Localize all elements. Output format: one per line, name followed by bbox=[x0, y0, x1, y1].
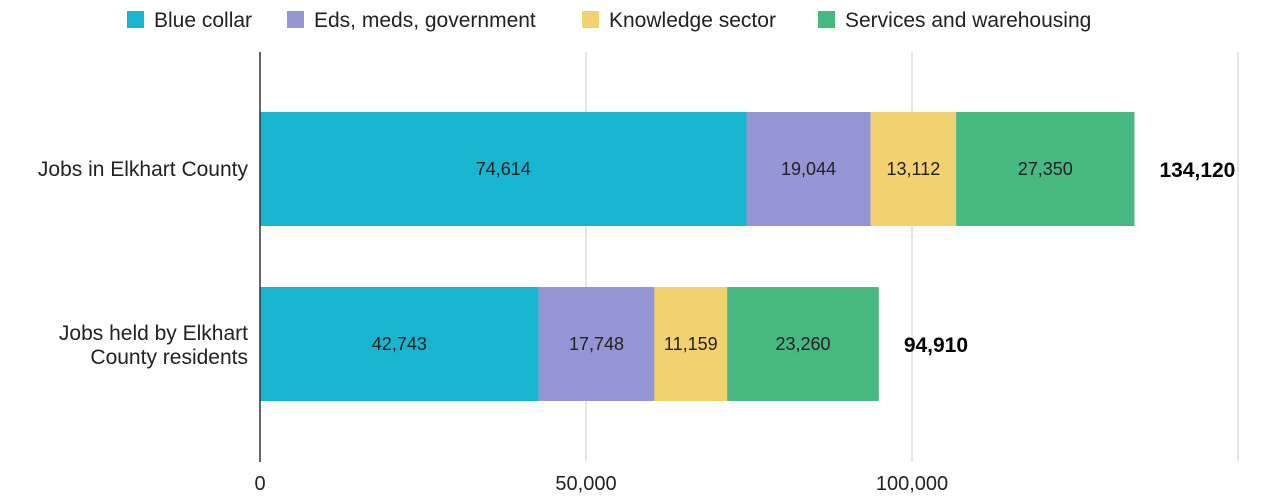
bar-segment bbox=[260, 112, 747, 226]
category-label: Jobs in Elkhart County bbox=[38, 158, 249, 181]
legend-label: Blue collar bbox=[154, 9, 252, 32]
segment-value-label: 13,112 bbox=[887, 159, 941, 179]
legend-swatch bbox=[818, 11, 835, 28]
category-label: Jobs held by Elkhart County residents bbox=[59, 322, 248, 369]
bar-segment bbox=[654, 287, 728, 401]
segment-value-label: 19,044 bbox=[781, 159, 836, 179]
legend-label: Knowledge sector bbox=[609, 9, 776, 32]
x-tick-label: 50,000 bbox=[555, 473, 616, 495]
segment-value-label: 27,350 bbox=[1018, 159, 1073, 179]
bar-segment bbox=[956, 112, 1135, 226]
legend-swatch bbox=[582, 11, 599, 28]
bar-segment bbox=[538, 287, 655, 401]
bar-total-label: 134,120 bbox=[1159, 159, 1235, 182]
bar-total-label: 94,910 bbox=[904, 334, 968, 357]
bars bbox=[260, 112, 1135, 401]
x-tick-label: 0 bbox=[254, 473, 265, 495]
segment-value-label: 17,748 bbox=[569, 334, 624, 354]
x-tick-label: 100,000 bbox=[876, 473, 948, 495]
segment-value-label: 23,260 bbox=[775, 334, 830, 354]
legend: Blue collar Eds, meds, government Knowledg… bbox=[127, 9, 1091, 32]
data-labels: 74,614 19,044 13,112 27,350 134,120 42,743 17,… bbox=[372, 159, 1236, 357]
segment-value-label: 11,159 bbox=[664, 334, 718, 354]
legend-swatch bbox=[127, 11, 144, 28]
segment-value-label: 74,614 bbox=[476, 159, 531, 179]
bar-segment bbox=[746, 112, 871, 226]
bar-segment bbox=[870, 112, 957, 226]
segment-value-label: 42,743 bbox=[372, 334, 427, 354]
bar-segment bbox=[727, 287, 879, 401]
legend-label: Services and warehousing bbox=[845, 9, 1091, 32]
legend-swatch bbox=[287, 11, 304, 28]
legend-label: Eds, meds, government bbox=[314, 9, 536, 32]
axes: 0 50,000 100,000 Jobs in Elkhart County Jobs… bbox=[38, 52, 948, 495]
bar-segment bbox=[260, 287, 539, 401]
